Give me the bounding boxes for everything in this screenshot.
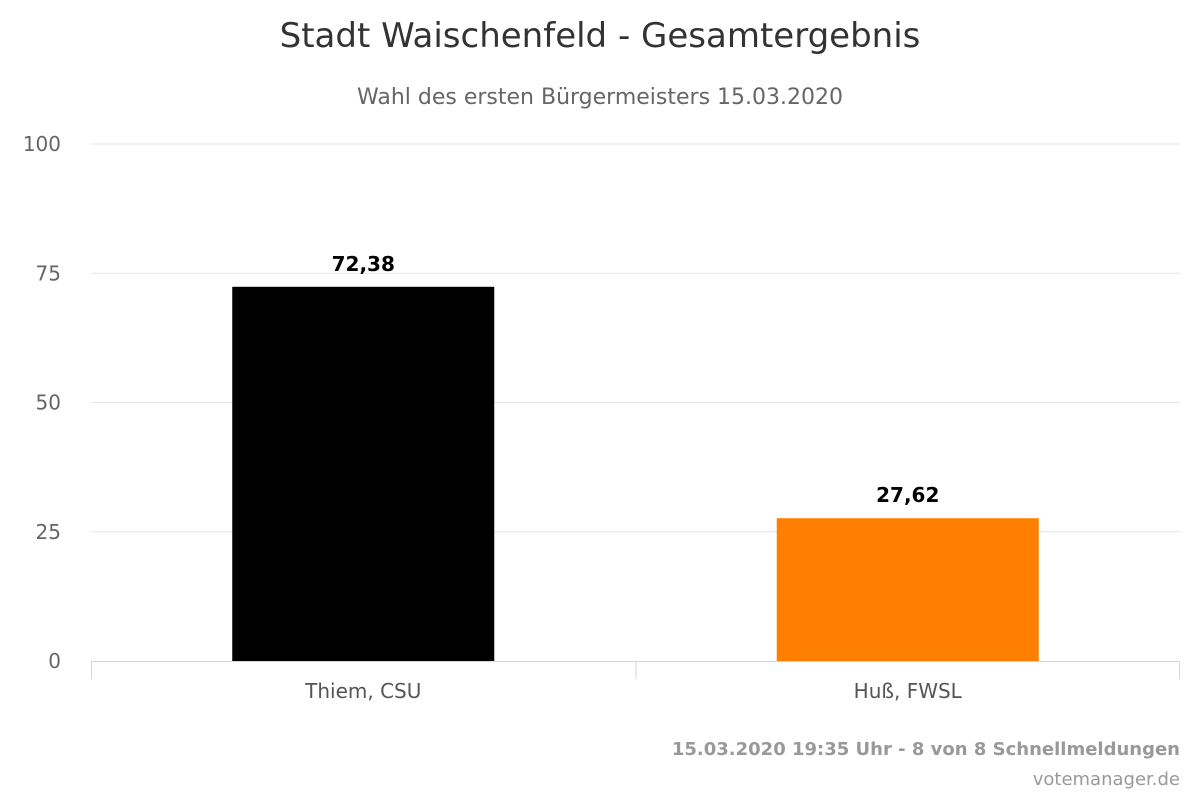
x-axis-ticks: Thiem, CSU Huß, FWSL bbox=[304, 679, 963, 703]
x-tick-label: Thiem, CSU bbox=[304, 679, 421, 703]
data-label: 27,62 bbox=[876, 483, 939, 507]
footer-timestamp: 15.03.2020 19:35 Uhr - 8 von 8 Schnellme… bbox=[672, 739, 1180, 760]
y-tick-label: 75 bbox=[36, 261, 61, 285]
y-axis-ticks: 0 25 50 75 100 bbox=[23, 132, 61, 673]
x-axis bbox=[91, 661, 1180, 679]
bars bbox=[232, 286, 1039, 661]
y-tick-label: 100 bbox=[23, 132, 61, 156]
y-tick-label: 50 bbox=[36, 391, 61, 415]
x-tick-label: Huß, FWSL bbox=[854, 679, 963, 703]
bar bbox=[776, 518, 1039, 661]
data-label: 72,38 bbox=[332, 252, 395, 276]
data-labels: 72,38 27,62 bbox=[332, 252, 940, 507]
chart-subtitle: Wahl des ersten Bürgermeisters 15.03.202… bbox=[357, 85, 843, 110]
chart-title: Stadt Waischenfeld - Gesamtergebnis bbox=[280, 16, 921, 56]
y-tick-label: 0 bbox=[48, 649, 61, 673]
footer-credit: votemanager.de bbox=[1033, 769, 1180, 790]
bar bbox=[232, 286, 495, 661]
y-tick-label: 25 bbox=[36, 520, 61, 544]
